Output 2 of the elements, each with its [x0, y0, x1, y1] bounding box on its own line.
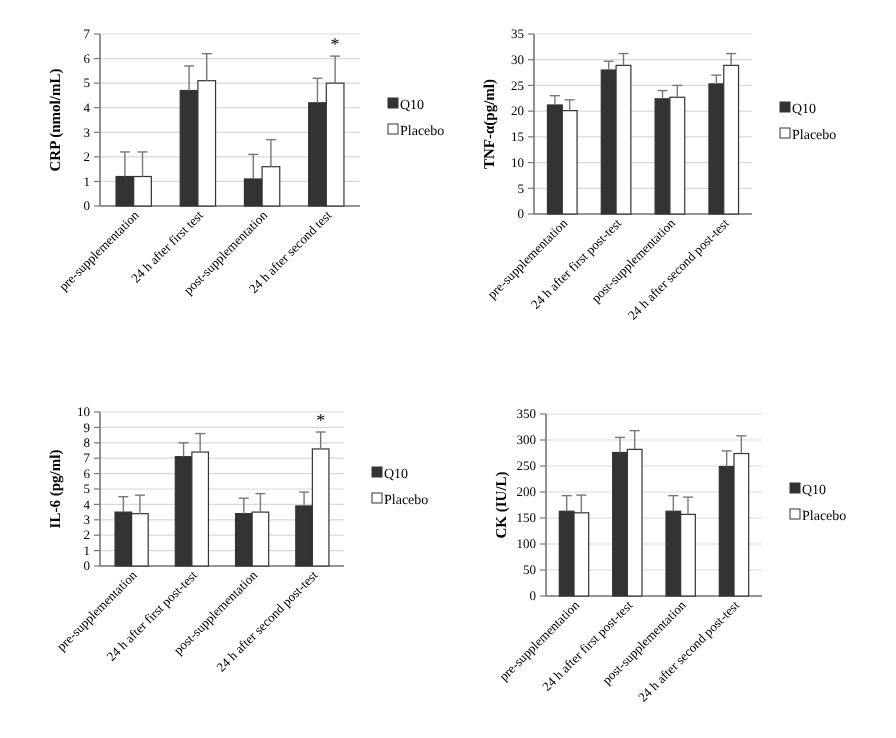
annotation: *: [316, 410, 327, 431]
annotation: *: [330, 34, 341, 55]
